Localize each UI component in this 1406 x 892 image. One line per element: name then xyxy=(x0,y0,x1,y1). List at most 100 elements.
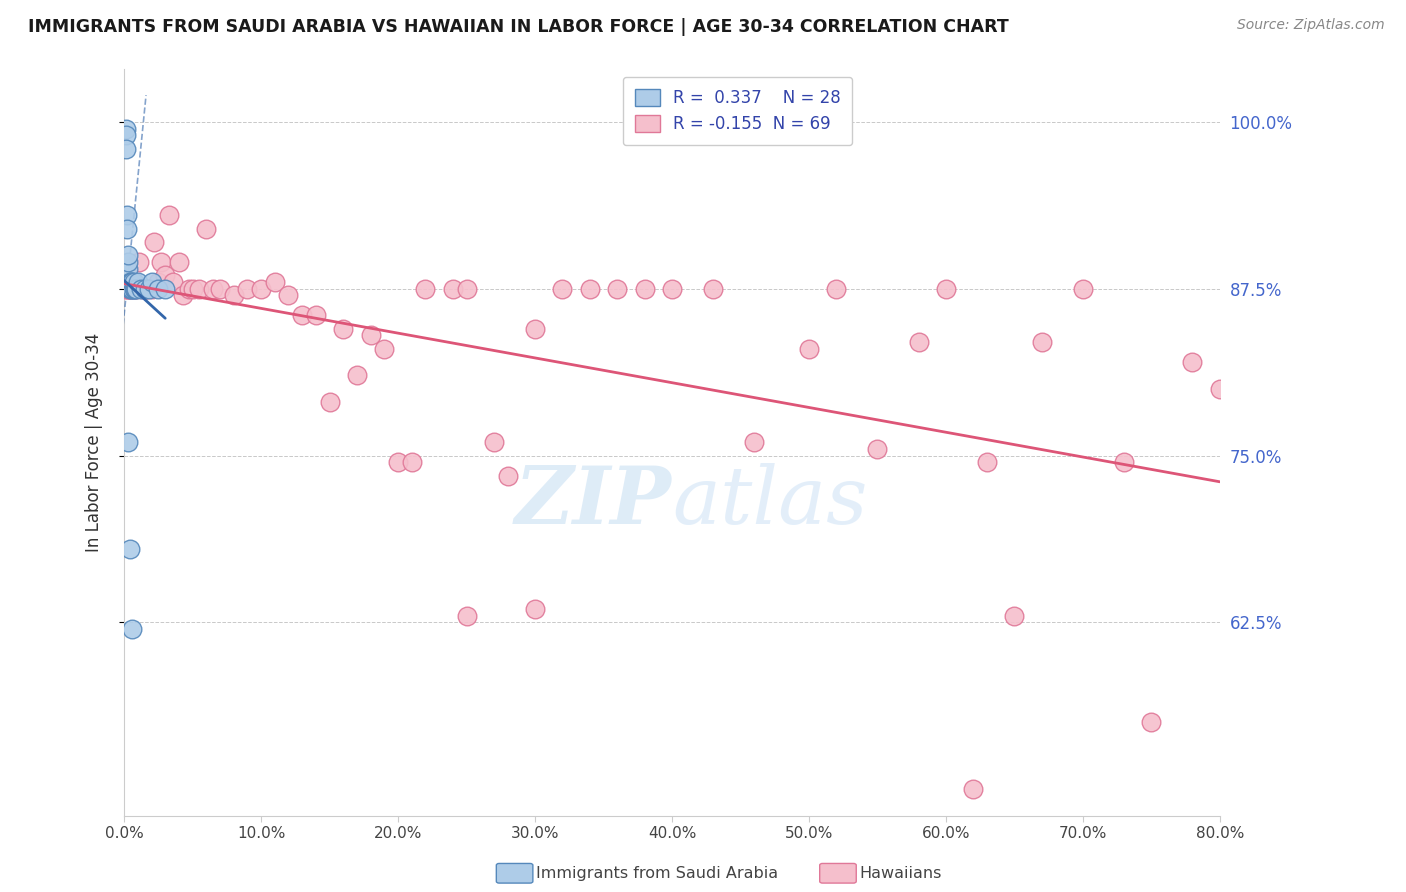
Point xyxy=(702,282,724,296)
Point xyxy=(120,282,142,296)
Point xyxy=(825,282,848,296)
Point xyxy=(1181,355,1204,369)
Point xyxy=(606,282,628,296)
Point xyxy=(117,255,139,269)
Point xyxy=(127,275,149,289)
Point xyxy=(148,275,170,289)
Point xyxy=(128,255,150,269)
Point xyxy=(129,282,152,296)
Point xyxy=(167,255,190,269)
Point xyxy=(346,368,368,383)
Point xyxy=(291,309,314,323)
Legend: R =  0.337    N = 28, R = -0.155  N = 69: R = 0.337 N = 28, R = -0.155 N = 69 xyxy=(623,77,852,145)
Point xyxy=(122,282,145,296)
Point xyxy=(415,282,437,296)
Point xyxy=(482,435,505,450)
Point xyxy=(1031,335,1053,350)
Point xyxy=(318,395,340,409)
Point xyxy=(141,282,163,296)
Text: ZIP: ZIP xyxy=(515,463,672,541)
Point xyxy=(1112,455,1135,469)
Point xyxy=(155,268,177,283)
Point xyxy=(117,435,139,450)
Point xyxy=(401,455,423,469)
Point xyxy=(907,335,929,350)
Point xyxy=(866,442,889,456)
Point xyxy=(115,282,138,296)
Point xyxy=(157,208,180,222)
Point xyxy=(114,121,136,136)
Text: Hawaiians: Hawaiians xyxy=(859,866,942,880)
Point xyxy=(125,282,148,296)
Point xyxy=(155,282,177,296)
Point xyxy=(141,275,163,289)
Point xyxy=(524,602,547,616)
Point xyxy=(114,142,136,156)
Point xyxy=(136,282,159,296)
Point xyxy=(1140,715,1163,730)
Point xyxy=(120,282,142,296)
Point xyxy=(114,282,136,296)
Point xyxy=(387,455,409,469)
Point xyxy=(115,221,138,235)
Point xyxy=(162,275,184,289)
Point xyxy=(121,275,143,289)
Point xyxy=(441,282,464,296)
Point xyxy=(118,282,141,296)
Point xyxy=(360,328,382,343)
Point xyxy=(332,322,354,336)
Point xyxy=(172,288,194,302)
Point xyxy=(188,282,211,296)
Point xyxy=(118,275,141,289)
Point xyxy=(551,282,574,296)
Point xyxy=(117,248,139,262)
Point xyxy=(115,208,138,222)
Point xyxy=(305,309,328,323)
Point xyxy=(208,282,231,296)
Point xyxy=(1209,382,1232,396)
Point xyxy=(117,261,139,276)
Point xyxy=(195,221,218,235)
Point xyxy=(578,282,600,296)
Point xyxy=(1071,282,1094,296)
Point xyxy=(134,282,156,296)
Point xyxy=(976,455,998,469)
Point xyxy=(496,468,519,483)
Point xyxy=(633,282,655,296)
Point xyxy=(935,282,957,296)
Point xyxy=(117,282,139,296)
Point xyxy=(125,282,148,296)
Point xyxy=(138,282,160,296)
Point xyxy=(120,275,142,289)
Text: IMMIGRANTS FROM SAUDI ARABIA VS HAWAIIAN IN LABOR FORCE | AGE 30-34 CORRELATION : IMMIGRANTS FROM SAUDI ARABIA VS HAWAIIAN… xyxy=(28,18,1010,36)
Point xyxy=(962,782,984,797)
Point xyxy=(121,622,143,636)
Point xyxy=(122,275,145,289)
Y-axis label: In Labor Force | Age 30-34: In Labor Force | Age 30-34 xyxy=(86,333,103,552)
Point xyxy=(524,322,547,336)
Point xyxy=(131,282,153,296)
Text: atlas: atlas xyxy=(672,463,868,541)
Point xyxy=(134,282,156,296)
Point xyxy=(373,342,395,356)
Text: Immigrants from Saudi Arabia: Immigrants from Saudi Arabia xyxy=(536,866,778,880)
Point xyxy=(797,342,820,356)
Point xyxy=(148,282,170,296)
Text: Source: ZipAtlas.com: Source: ZipAtlas.com xyxy=(1237,18,1385,32)
Point xyxy=(114,128,136,143)
Point xyxy=(124,282,146,296)
Point xyxy=(263,275,285,289)
Point xyxy=(250,282,273,296)
Point xyxy=(121,282,143,296)
Point xyxy=(202,282,225,296)
Point xyxy=(661,282,683,296)
Point xyxy=(143,235,166,249)
Point xyxy=(181,282,204,296)
Point xyxy=(118,541,141,556)
Point xyxy=(456,282,478,296)
Point xyxy=(742,435,765,450)
Point xyxy=(456,608,478,623)
Point xyxy=(118,282,141,296)
Point xyxy=(177,282,200,296)
Point xyxy=(150,255,173,269)
